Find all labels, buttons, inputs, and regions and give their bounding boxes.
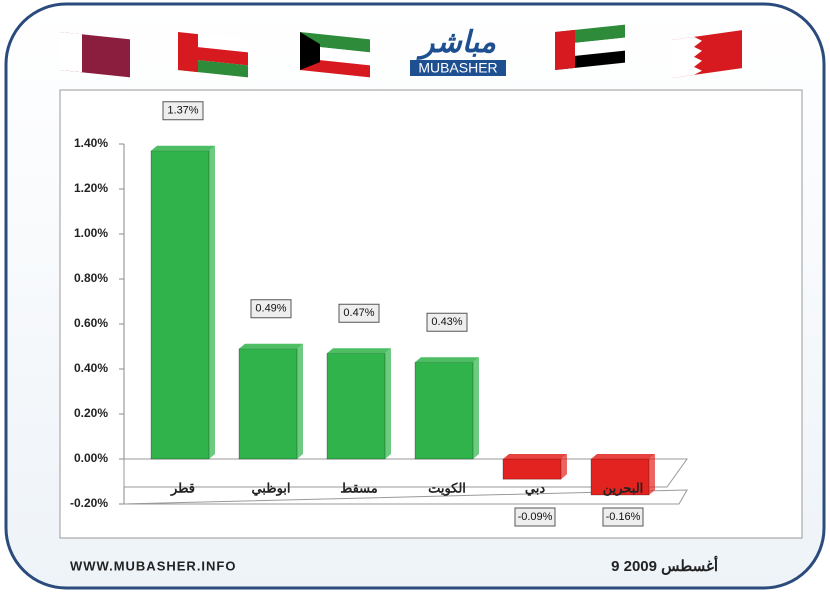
bar-side (561, 454, 567, 480)
y-tick-label: -0.20% (70, 496, 108, 510)
x-tick-label: قطر (170, 480, 195, 496)
bar (590, 458, 650, 496)
bar-side (209, 145, 215, 459)
value-label: 0.43% (431, 316, 462, 328)
value-label-box (162, 101, 204, 121)
bar (150, 150, 210, 460)
bar-top (415, 357, 479, 363)
y-tick-label: 0.60% (74, 316, 108, 330)
bar (238, 348, 298, 460)
chart: -0.20% 0.00% 0.20% 0.40% 0.60% 0.80% 1.00% 1.20… (70, 101, 688, 527)
value-label: 0.49% (255, 303, 286, 315)
logo-arabic: مباشر (416, 26, 496, 60)
value-label: 0.47% (343, 307, 374, 319)
y-tick-label: 0.80% (74, 271, 108, 285)
bar-side (385, 348, 391, 459)
bar-top (151, 145, 215, 151)
bar-top (327, 348, 391, 354)
bar-top (591, 454, 655, 459)
bar (326, 352, 386, 460)
value-label-box (338, 303, 380, 323)
value-label-box (602, 507, 644, 527)
bar (502, 458, 562, 480)
bar-side (649, 454, 655, 495)
y-tick-label: 1.00% (74, 226, 108, 240)
y-tick-label: 0.20% (74, 406, 108, 420)
logo-latin: MUBASHER (418, 60, 497, 76)
baseline-floor (123, 458, 688, 488)
value-label: -0.09% (518, 511, 553, 523)
bar-top (239, 343, 303, 349)
value-label-box (514, 507, 556, 527)
x-tick-label: دبي (525, 480, 545, 496)
value-label: 1.37% (167, 105, 198, 117)
value-label-box (426, 312, 468, 332)
bar (414, 361, 474, 460)
value-label: -0.16% (606, 511, 641, 523)
x-tick-label: ابوظبي (251, 480, 290, 496)
x-tick-label: مسقط (340, 480, 378, 495)
bar-side (297, 343, 303, 459)
bar-top (503, 454, 567, 459)
y-tick-label: 0.40% (74, 361, 108, 375)
flags (60, 24, 742, 78)
x-tick-label: الكويت (428, 480, 466, 496)
bar-side (473, 357, 479, 459)
logo-band (410, 60, 506, 76)
y-tick-label: 0.00% (74, 451, 108, 465)
bottom-floor (123, 489, 688, 505)
y-tick-label: 1.20% (74, 181, 108, 195)
y-tick-label: 1.40% (74, 136, 108, 150)
date: 9 أغسطس 2009 (611, 555, 718, 575)
website: WWW.MUBASHER.INFO (70, 558, 236, 573)
x-tick-label: البحرين (603, 480, 644, 496)
value-label-box (250, 299, 292, 319)
